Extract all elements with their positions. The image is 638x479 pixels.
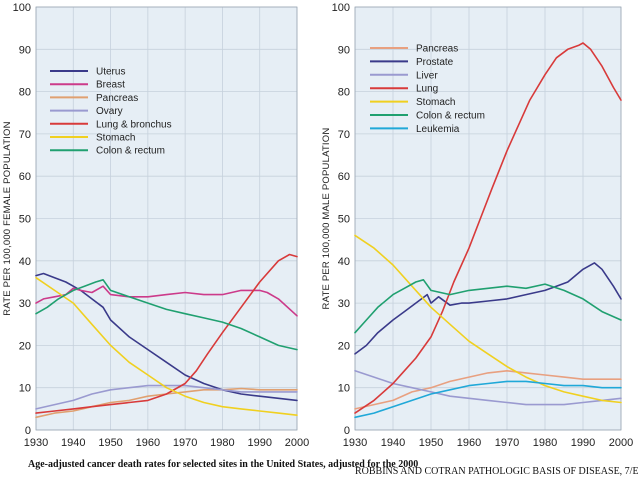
y-tick-label: 10 [19, 383, 31, 395]
series-line-ovary [35, 384, 298, 410]
y-tick-label: 90 [19, 44, 31, 56]
x-tick-label: 1960 [136, 437, 160, 449]
legend-label: Stomach [416, 97, 455, 108]
x-tick-label: 1970 [173, 437, 197, 449]
legend-label: Lung [416, 84, 438, 95]
x-tick-label: 1980 [210, 437, 234, 449]
x-tick-label: 1950 [419, 437, 443, 449]
legend-label: Colon & rectum [416, 111, 485, 122]
series-line-lung [354, 42, 622, 414]
plot-border [35, 6, 298, 431]
legend-label: Liver [416, 70, 438, 81]
x-tick-label: 1990 [247, 437, 271, 449]
series-line-colon-rectum [35, 278, 298, 351]
y-tick-label: 20 [338, 340, 350, 352]
legend-label: Stomach [96, 133, 135, 144]
x-tick-label: 1940 [61, 437, 85, 449]
y-tick-label: 0 [344, 425, 350, 437]
female-chart-panel: 0 10 20 30 40 50 60 70 80 90 100 1930 1940 1950 1960 19… [2, 2, 309, 449]
series-line-stomach [354, 234, 622, 404]
y-tick-label: 30 [338, 298, 350, 310]
y-tick-label: 50 [19, 214, 31, 226]
y-tick-label: 60 [338, 171, 350, 183]
y-tick-label: 70 [338, 129, 350, 141]
y-tick-label: 100 [13, 2, 31, 14]
male-chart-panel: 0 10 20 30 40 50 60 70 80 90 100 1930 1940 1950 1960 19… [321, 2, 633, 449]
x-tick-label: 1970 [495, 437, 519, 449]
series-line-liver [354, 369, 622, 406]
y-tick-label: 50 [338, 214, 350, 226]
series-line-leukemia [354, 380, 622, 419]
x-tick-label: 1940 [381, 437, 405, 449]
legend-label: Ovary [96, 106, 123, 117]
x-tick-label: 2000 [285, 437, 309, 449]
y-tick-label: 80 [338, 87, 350, 99]
x-tick-label: 1960 [457, 437, 481, 449]
y-tick-label: 30 [19, 298, 31, 310]
series-line-stomach [35, 276, 298, 417]
y-axis-label: RATE PER 100,000 MALE POPULATION [321, 128, 332, 310]
y-tick-label: 40 [338, 256, 350, 268]
legend: Pancreas Prostate Liver Lung Stomach Colon & … [370, 44, 485, 135]
legend-label: Lung & bronchus [96, 119, 172, 130]
legend-label: Colon & rectum [96, 146, 165, 157]
legend-label: Pancreas [416, 44, 458, 55]
series-line-uterus [35, 272, 298, 402]
y-tick-label: 10 [338, 383, 350, 395]
x-tick-label: 2000 [609, 437, 633, 449]
legend-label: Pancreas [96, 93, 138, 104]
series-line-prostate [354, 262, 622, 355]
legend-label: Leukemia [416, 124, 460, 135]
y-tick-label: 80 [19, 87, 31, 99]
x-tick-label: 1990 [571, 437, 595, 449]
y-tick-label: 100 [332, 2, 350, 14]
series-line-lung-bronchus [35, 253, 298, 414]
y-tick-label: 40 [19, 256, 31, 268]
x-tick-label: 1950 [98, 437, 122, 449]
legend-label: Uterus [96, 67, 125, 78]
x-tick-label: 1930 [24, 437, 48, 449]
series-line-pancreas [354, 369, 622, 410]
source-credit: ROBBINS AND COTRAN PATHOLOGIC BASIS OF D… [355, 466, 638, 477]
legend-label: Prostate [416, 57, 454, 68]
legend-label: Breast [96, 80, 125, 91]
figure-caption: Age-adjusted cancer death rates for sele… [28, 459, 419, 470]
x-tick-label: 1980 [533, 437, 557, 449]
y-axis-label: RATE PER 100,000 FEMALE POPULATION [2, 121, 13, 315]
plot-border [354, 6, 622, 431]
y-tick-label: 60 [19, 171, 31, 183]
y-tick-label: 20 [19, 340, 31, 352]
y-tick-label: 70 [19, 129, 31, 141]
y-tick-label: 90 [338, 44, 350, 56]
y-tick-label: 0 [25, 425, 31, 437]
series-line-colon-rectum [354, 278, 622, 334]
legend: Uterus Breast Pancreas Ovary Lung & bronchus… [50, 67, 172, 157]
x-tick-label: 1930 [343, 437, 367, 449]
